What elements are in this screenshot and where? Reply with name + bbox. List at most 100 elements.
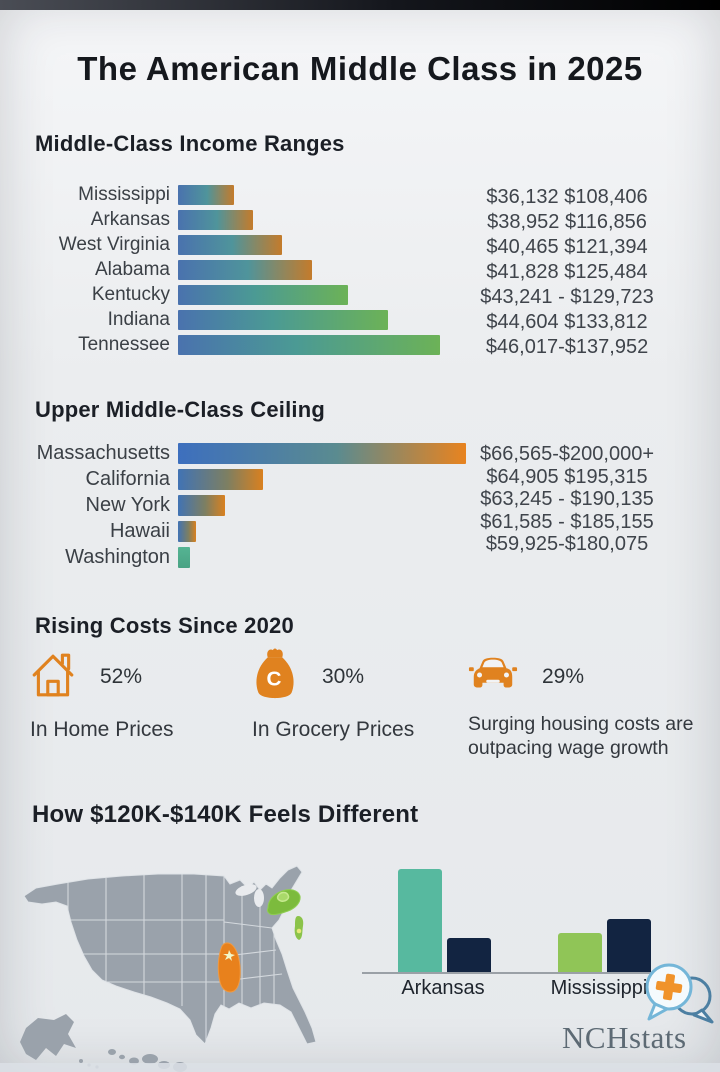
plus-icon [655,973,683,1001]
section-heading-income-ranges: Middle-Class Income Ranges [35,131,345,156]
ceiling-bar-massachusetts [178,443,466,464]
cost-item-grocery: C 30% In Grocery Prices [252,648,467,742]
income-bar-kentucky [178,285,348,305]
state-label: Indiana [107,309,170,330]
mississippi-navy-bar [607,919,651,973]
grocery-prices-percent: 30% [322,665,365,688]
bottom-light-strip [0,1063,720,1072]
section-heading-rising-costs: Rising Costs Since 2020 [35,613,294,638]
state-label: Massachusetts [36,442,170,464]
bar-row: Hawaii [0,520,720,542]
state-label: Alabama [95,259,170,280]
ceiling-range-values: $66,565-$200,000+ $64,905 $195,315 $63,2… [452,443,682,556]
ceiling-bar-chart: Massachusetts California New York Hawaii… [0,442,720,568]
income-range-values: $36,132 $108,406 $38,952 $116,856 $40,46… [452,185,682,360]
new-york-marker [276,891,290,902]
income-bar-mississippi [178,185,234,205]
range-value: $38,952 $116,856 [487,211,647,233]
cost-item-top: 52% [30,648,235,706]
state-label: West Virginia [58,234,170,255]
ceiling-bar-washington [178,547,190,568]
section-heading-ceiling: Upper Middle-Class Ceiling [35,397,326,422]
map-highlight-new-jersey [294,916,304,940]
bar-row: Alabama [0,259,720,280]
top-dark-strip [0,0,720,10]
us-map [20,865,317,1072]
home-prices-percent: 52% [100,665,143,688]
state-label: Tennessee [78,334,170,355]
income-bar-tennessee [178,335,440,355]
state-label: Hawaii [109,520,170,542]
lake-michigan [254,889,264,907]
bar-row: Kentucky [0,284,720,305]
cost-item-top: 29% [468,648,713,706]
x-axis-line [362,972,676,974]
illinois-star-marker [223,950,235,961]
bar-row: West Virginia [0,234,720,255]
range-value: $43,241 - $129,723 [480,286,654,308]
bar-row: Arkansas [0,209,720,230]
money-bag-icon: C [252,647,298,708]
bar-row: Massachusetts [0,442,720,464]
state-label: Arkansas [90,209,170,230]
bar-row: California [0,468,720,490]
range-value: $61,585 - $185,155 [480,510,654,533]
bar-row: Tennessee [0,334,720,355]
logo-wordmark: NCHstats [562,1020,687,1055]
bar-row: Indiana [0,309,720,330]
group-label-arkansas: Arkansas [401,977,485,999]
range-value: $64,905 $195,315 [486,465,648,488]
bar-row: Mississippi [0,184,720,205]
page-title: The American Middle Class in 2025 [77,50,643,87]
chat-bubbles-icon [645,963,714,1024]
ceiling-bar-new-york [178,495,225,516]
car-icon [468,655,518,700]
arkansas-teal-bar [398,869,442,973]
map-highlight-new-york [266,889,301,916]
bag-letter: C [266,667,281,690]
home-prices-caption: In Home Prices [30,718,174,741]
income-ranges-bar-chart: Mississippi Arkansas West Virginia Alaba… [0,184,720,355]
state-label: California [85,468,170,490]
state-label: New York [85,494,171,516]
map-highlight-illinois [217,942,241,993]
caption-line: outpacing wage growth [468,737,669,759]
range-value: $36,132 $108,406 [486,186,648,208]
income-bar-alabama [178,260,312,280]
new-jersey-marker [296,928,302,934]
housing-wages-caption: Surging housing costs are outpacing wage… [468,712,713,760]
house-icon [30,651,76,704]
bar-row: Washington [0,546,720,568]
ceiling-bar-hawaii [178,521,196,542]
cost-item-top: C 30% [252,648,467,706]
housing-wages-percent: 29% [542,665,585,688]
bar-row: New York [0,494,720,516]
range-value: $63,245 - $190,135 [480,488,654,511]
range-value: $44,604 $133,812 [486,311,648,333]
group-label-mississippi: Mississippi [550,977,648,999]
range-value: $59,925-$180,075 [485,533,649,556]
cost-item-housing-wages: 29% Surging housing costs are outpacing … [468,648,713,760]
cost-item-home: 52% In Home Prices [30,648,235,742]
income-bar-indiana [178,310,388,330]
range-value: $40,465 $121,394 [486,236,648,258]
state-label: Washington [65,546,170,568]
state-label: Kentucky [91,284,170,305]
section-heading-feels-different: How $120K-$140K Feels Different [32,801,419,828]
nchstats-logo: NCHstats [556,958,720,1068]
caption-line: Surging housing costs are [468,713,694,735]
alaska-shape [20,1014,76,1060]
income-bar-west-virginia [178,235,282,255]
feels-different-bar-chart: Arkansas Mississippi [360,860,680,999]
ceiling-bar-california [178,469,263,490]
income-bar-arkansas [178,210,253,230]
range-value: $66,565-$200,000+ [479,443,655,465]
arkansas-navy-bar [447,938,491,973]
range-value: $46,017-$137,952 [485,336,649,358]
range-value: $41,828 $125,484 [486,261,648,283]
grocery-prices-caption: In Grocery Prices [252,718,415,741]
mississippi-green-bar [558,933,602,973]
great-lakes [235,884,257,896]
state-label: Mississippi [78,184,170,205]
